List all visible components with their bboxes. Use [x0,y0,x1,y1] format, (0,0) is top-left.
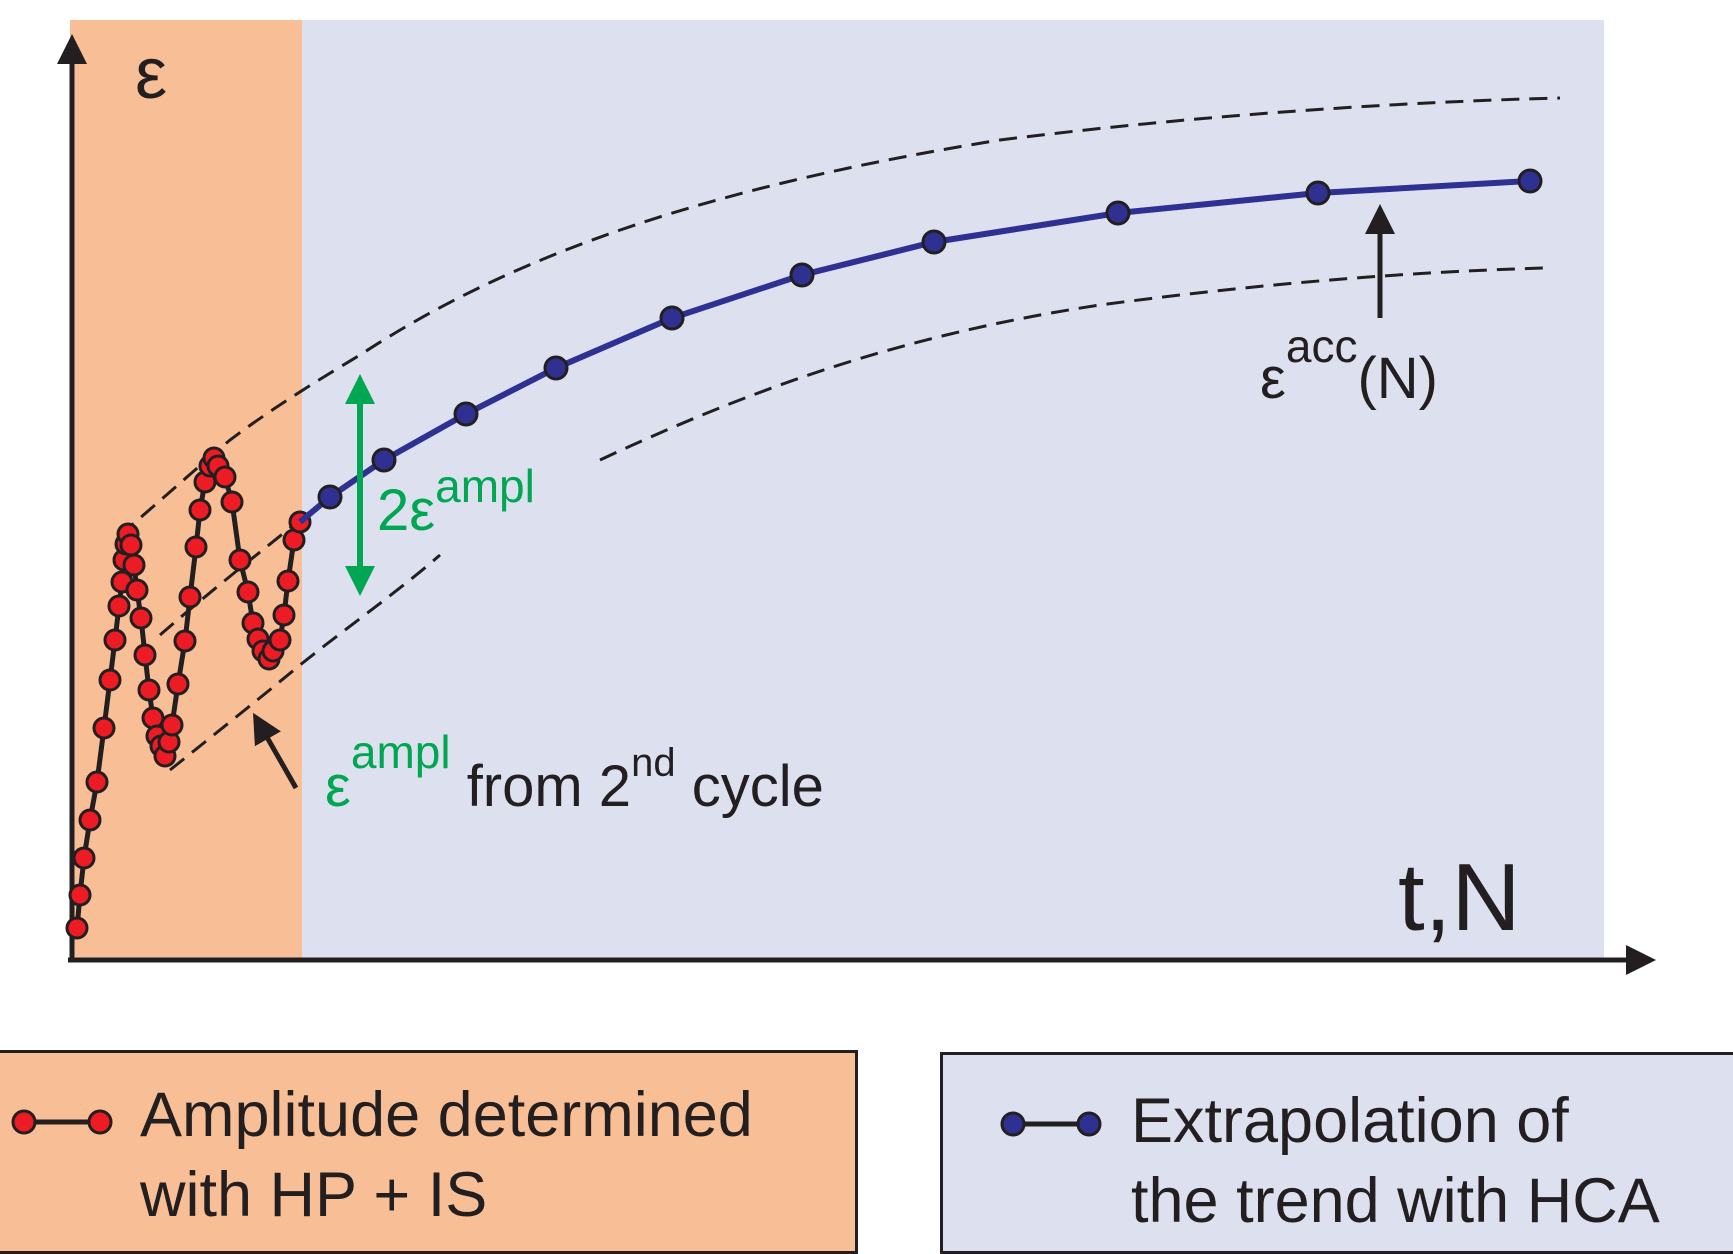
hp-point [92,716,116,740]
amplitude-source-text-b: cycle [676,754,824,819]
double-amplitude-sup: ampl [435,460,535,512]
hp-point [72,846,96,870]
hca-point [789,262,815,288]
hca-point [921,229,947,255]
hp-point [129,606,153,630]
hp-point [166,672,190,696]
legend-hca: Extrapolation of the trend with HCA [940,1052,1733,1254]
hp-point [160,713,184,737]
hca-extrapolation-curve [298,168,1543,525]
hca-point [453,401,479,427]
amplitude-source-eps: ε [325,754,351,819]
hca-point [1105,200,1131,226]
hp-point [122,553,146,577]
amplitude-source-label: εampl from 2nd cycle [325,726,824,819]
accumulated-strain-suffix: (N) [1357,346,1438,411]
hp-point [236,580,260,604]
legend-hp-label: Amplitude determined with HP + IS [140,1075,753,1235]
hp-point [125,578,149,602]
hp-point [133,643,157,667]
hp-point [188,498,212,522]
hp-point [78,808,102,832]
hp-is-curve [65,446,312,940]
hp-point [213,465,237,489]
double-amplitude-base: 2ε [377,478,435,543]
amplitude-source-ord-sup: nd [631,741,676,785]
legend-hca-line1: Extrapolation of [1131,1086,1569,1156]
hp-point [68,883,92,907]
hp-point [65,916,89,940]
legend-hca-line2: the trend with HCA [1131,1166,1660,1236]
hca-region [302,20,1604,958]
hp-point [220,490,244,514]
hca-point [1305,180,1331,206]
accumulated-strain-sup: acc [1286,320,1358,372]
amplitude-source-eps-sup: ampl [351,726,451,778]
y-axis-label: ε [135,34,167,114]
hp-point [98,668,122,692]
legend-hp-is: Amplitude determined with HP + IS [0,1050,858,1254]
eps-ampl-pointer-arrow [253,712,299,790]
hp-point [276,569,300,593]
accumulated-strain-base: ε [1260,346,1286,411]
x-axis-label: t,N [1398,844,1521,951]
hp-point [119,533,143,557]
red-dot-line-icon [11,1109,113,1135]
blue-dot-line-icon [1000,1111,1102,1137]
hp-point [178,585,202,609]
middle-dashed-line [159,518,301,637]
hp-point [85,770,109,794]
hca-point [543,355,569,381]
hp-region [70,20,302,958]
amplitude-source-text-a: from 2 [451,754,632,819]
hp-point [107,594,131,618]
legend-hp-line1: Amplitude determined [140,1080,753,1150]
hp-point [268,628,292,652]
hca-point [659,305,685,331]
accumulated-strain-label: εacc(N) [1260,320,1438,411]
hp-point [103,628,127,652]
hp-point [184,535,208,559]
legend-hp-line2: with HP + IS [140,1160,488,1230]
hp-point [228,548,252,572]
hp-point [272,603,296,627]
legend-hca-label: Extrapolation of the trend with HCA [1131,1081,1660,1241]
hca-point [317,484,343,510]
hca-point [1517,168,1543,194]
hp-point [173,629,197,653]
lower-envelope-dashed-line [169,553,441,772]
hca-point [371,447,397,473]
lower-envelope-dashed-line-right [599,266,1546,462]
hp-point [137,678,161,702]
double-amplitude-label: 2εampl [377,460,535,543]
upper-envelope-dashed-line [119,96,1561,537]
